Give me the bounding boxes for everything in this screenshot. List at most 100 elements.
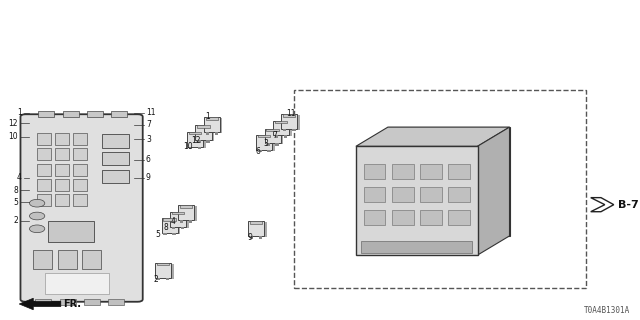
Bar xyxy=(108,299,124,305)
Polygon shape xyxy=(195,125,212,140)
Text: 7: 7 xyxy=(146,120,151,129)
Bar xyxy=(60,299,76,305)
Bar xyxy=(35,299,51,305)
Text: 3: 3 xyxy=(264,140,269,148)
Bar xyxy=(189,147,193,149)
Bar xyxy=(364,187,385,202)
Bar xyxy=(63,111,79,117)
Polygon shape xyxy=(157,264,174,279)
Bar xyxy=(37,164,51,176)
Text: 9: 9 xyxy=(146,173,151,182)
Bar xyxy=(102,134,129,148)
Polygon shape xyxy=(591,198,614,212)
Text: 7: 7 xyxy=(273,132,278,140)
Bar xyxy=(294,90,586,288)
Bar xyxy=(163,233,167,236)
Polygon shape xyxy=(172,212,184,214)
Bar xyxy=(267,150,271,152)
Polygon shape xyxy=(388,127,509,236)
Bar xyxy=(37,148,51,160)
Text: 12: 12 xyxy=(8,119,18,128)
Polygon shape xyxy=(266,129,279,131)
Bar xyxy=(180,220,184,223)
Polygon shape xyxy=(256,135,273,150)
Text: 2: 2 xyxy=(153,275,158,284)
Text: 6: 6 xyxy=(255,147,260,156)
Polygon shape xyxy=(19,298,61,310)
Bar xyxy=(172,227,175,229)
Bar xyxy=(33,250,52,269)
Bar xyxy=(55,194,69,206)
Bar xyxy=(37,194,51,206)
Bar xyxy=(111,111,127,117)
Polygon shape xyxy=(258,135,271,138)
Bar xyxy=(102,170,129,183)
Bar xyxy=(189,220,193,223)
Polygon shape xyxy=(170,212,186,227)
Polygon shape xyxy=(281,114,298,129)
Polygon shape xyxy=(273,121,289,135)
Text: 1: 1 xyxy=(17,108,22,117)
Polygon shape xyxy=(206,118,223,133)
Bar xyxy=(45,273,109,294)
Bar xyxy=(55,148,69,160)
Bar xyxy=(448,210,470,225)
Polygon shape xyxy=(283,114,296,117)
Polygon shape xyxy=(164,219,180,234)
Bar xyxy=(292,129,296,132)
Bar xyxy=(364,210,385,225)
Bar xyxy=(84,299,100,305)
Polygon shape xyxy=(187,132,204,147)
Polygon shape xyxy=(178,205,195,220)
Polygon shape xyxy=(189,133,206,148)
Bar xyxy=(198,147,202,149)
Bar xyxy=(364,164,385,179)
Bar xyxy=(73,164,87,176)
Bar xyxy=(258,150,262,152)
Polygon shape xyxy=(250,221,262,224)
Text: 10: 10 xyxy=(182,142,193,151)
Bar xyxy=(73,194,87,206)
Polygon shape xyxy=(356,127,509,146)
Text: T0A4B1301A: T0A4B1301A xyxy=(584,306,630,315)
Text: 12: 12 xyxy=(191,136,200,145)
Polygon shape xyxy=(157,263,170,266)
Bar xyxy=(448,164,470,179)
Bar xyxy=(82,250,101,269)
Bar xyxy=(172,233,176,236)
Bar xyxy=(87,111,103,117)
Polygon shape xyxy=(356,146,477,255)
Polygon shape xyxy=(197,125,210,128)
Text: 3: 3 xyxy=(146,135,151,144)
Polygon shape xyxy=(172,213,189,228)
Bar xyxy=(448,187,470,202)
Bar xyxy=(55,133,69,145)
Text: 9: 9 xyxy=(247,233,252,242)
Bar xyxy=(55,179,69,191)
Bar xyxy=(266,143,270,146)
Text: 11: 11 xyxy=(146,108,156,117)
Bar xyxy=(73,148,87,160)
Text: 6: 6 xyxy=(146,156,151,164)
Polygon shape xyxy=(259,136,275,151)
Polygon shape xyxy=(248,221,264,236)
Bar xyxy=(275,135,278,138)
Text: B-7: B-7 xyxy=(618,200,638,210)
Text: 8: 8 xyxy=(13,186,18,195)
Text: FR.: FR. xyxy=(63,299,81,309)
Bar xyxy=(259,236,262,239)
Polygon shape xyxy=(198,126,214,141)
Bar xyxy=(55,164,69,176)
Polygon shape xyxy=(204,117,220,132)
Text: 5: 5 xyxy=(156,230,161,239)
Bar xyxy=(166,278,170,280)
Polygon shape xyxy=(161,218,178,233)
Bar xyxy=(180,227,184,229)
Circle shape xyxy=(29,199,45,207)
Polygon shape xyxy=(275,122,292,136)
Text: 1: 1 xyxy=(205,112,211,121)
Text: 2: 2 xyxy=(13,216,18,225)
Polygon shape xyxy=(250,222,267,237)
Polygon shape xyxy=(180,206,197,221)
Text: 4: 4 xyxy=(17,173,22,182)
